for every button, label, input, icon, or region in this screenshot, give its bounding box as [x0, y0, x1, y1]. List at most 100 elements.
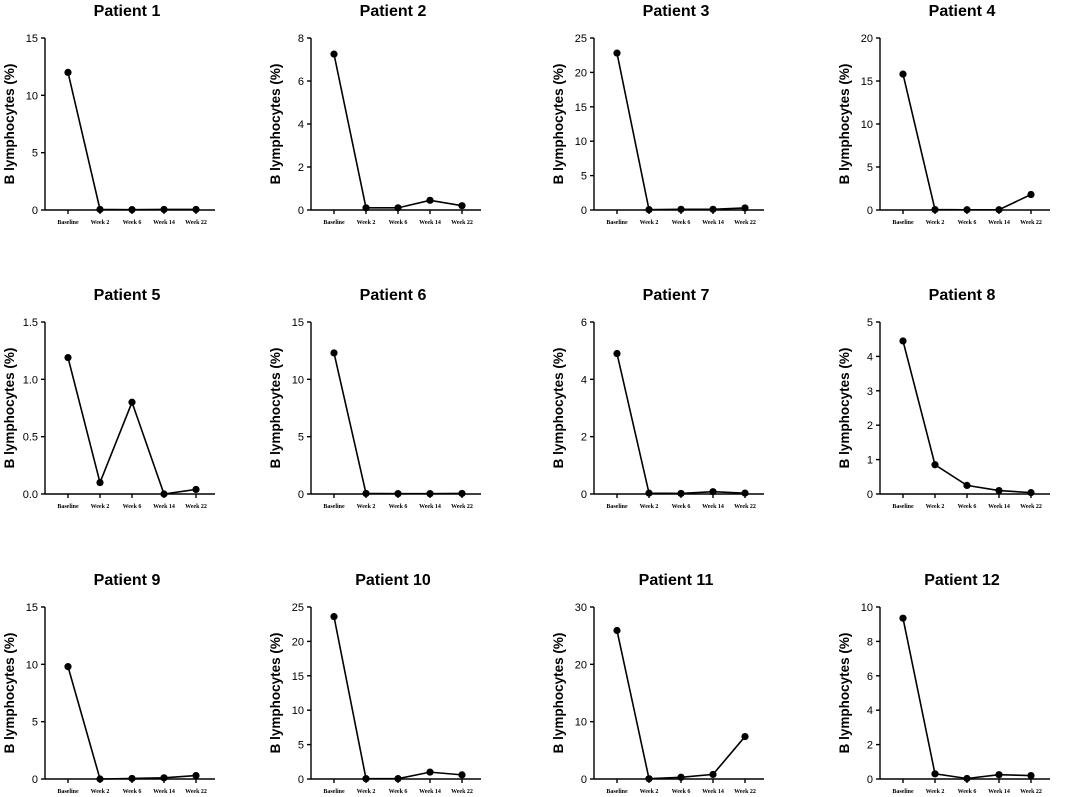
chart-9-series-line [67, 666, 197, 780]
chart-12-data-point [899, 614, 907, 622]
chart-3-y-axis-label: B lymphocytes (%) [551, 64, 566, 185]
chart-3-data-point [677, 205, 685, 213]
chart-3-data-point [613, 49, 621, 57]
chart-6-data-point [426, 490, 434, 498]
chart-11-x-tick-label: Baseline [606, 789, 628, 795]
chart-4-x-tick-label: Baseline [892, 220, 914, 226]
chart-2-data-point [458, 202, 466, 210]
chart-7-x-tick-label: Week 2 [640, 504, 659, 510]
chart-7-data-point [613, 349, 621, 358]
chart-12-panel: Patient 12 B lymphocytes (%) 0 2 4 6 8 10 Baseli… [837, 572, 1050, 795]
chart-1-x-tick-label: Week 22 [185, 220, 207, 226]
chart-3-data-point [709, 205, 717, 213]
chart-1-title: Patient 1 [94, 3, 161, 20]
chart-2-data-point [394, 204, 402, 212]
chart-6-x-tick-label: Week 22 [451, 504, 473, 510]
chart-5-data-point [128, 398, 136, 406]
chart-5-data-point [96, 478, 104, 487]
chart-4-data-point [1027, 190, 1035, 199]
chart-7-y-tick-label: 0 [581, 489, 587, 501]
chart-7-y-axis-label: B lymphocytes (%) [551, 348, 566, 469]
chart-7-y-tick-label: 6 [581, 317, 587, 329]
chart-8-y-tick-label: 2 [867, 420, 873, 432]
chart-2-series-line [333, 53, 463, 209]
chart-7-x-tick-label: Week 14 [702, 504, 724, 510]
chart-6-data-point [362, 489, 370, 498]
chart-2-y-tick-label: 6 [298, 76, 304, 88]
chart-2-x-tick-label: Week 22 [451, 220, 473, 226]
chart-10-y-tick-label: 20 [292, 636, 304, 648]
chart-2-data-point [426, 196, 434, 204]
chart-11-title: Patient 11 [639, 572, 714, 589]
chart-9-y-tick-label: 0 [32, 774, 38, 786]
chart-7-data-point [741, 489, 749, 497]
chart-4-y-axis-label: B lymphocytes (%) [837, 64, 852, 185]
chart-10-y-tick-label: 0 [298, 774, 304, 786]
chart-8-title: Patient 8 [929, 287, 996, 304]
chart-11-y-tick-label: 30 [575, 602, 587, 614]
chart-8-data-point [995, 486, 1003, 495]
chart-6-y-tick-label: 15 [292, 317, 304, 329]
chart-2-x-tick-label: Week 2 [357, 220, 376, 226]
chart-12-data-point [995, 771, 1003, 779]
chart-6-panel: Patient 6 B lymphocytes (%) 0 5 10 15 Baseline… [268, 287, 481, 510]
chart-3-y-tick-label: 15 [575, 102, 587, 114]
chart-8-data-point [899, 337, 907, 345]
chart-4-y-tick-label: 20 [861, 33, 873, 45]
chart-3-series-line [616, 52, 746, 211]
chart-4-title: Patient 4 [929, 3, 996, 20]
chart-12-data-point [1027, 771, 1035, 780]
chart-2-y-tick-label: 4 [298, 119, 304, 131]
chart-12-x-tick-label: Week 2 [926, 789, 945, 795]
chart-10-y-tick-label: 5 [298, 740, 304, 752]
chart-3-y-tick-label: 25 [575, 33, 587, 45]
chart-1-y-tick-label: 15 [26, 33, 38, 45]
chart-3-x-tick-label: Week 6 [672, 220, 691, 226]
chart-7-x-tick-label: Baseline [606, 504, 628, 510]
chart-8-y-tick-label: 5 [867, 317, 873, 329]
chart-10-data-point [458, 771, 466, 779]
chart-4-y-tick-label: 15 [861, 76, 873, 88]
chart-10-data-point [362, 775, 370, 783]
chart-3-data-point [645, 206, 653, 214]
chart-5-title: Patient 5 [94, 287, 161, 304]
chart-3-panel: Patient 3 B lymphocytes (%) 0 5 10 15 20 25 Base… [551, 3, 764, 226]
chart-2-x-tick-label: Baseline [323, 220, 345, 226]
chart-10-series-line [333, 616, 463, 780]
chart-1-data-point [160, 205, 168, 214]
chart-1-data-point [96, 205, 104, 214]
chart-1-x-tick-label: Week 14 [153, 220, 175, 226]
chart-5-x-tick-label: Week 22 [185, 504, 207, 510]
chart-10-panel: Patient 10 B lymphocytes (%) 0 5 10 15 20 25 Bas… [268, 572, 481, 795]
chart-10-y-axis-label: B lymphocytes (%) [268, 633, 283, 754]
chart-12-title: Patient 12 [924, 572, 1000, 589]
chart-8-y-axis-label: B lymphocytes (%) [837, 348, 852, 469]
chart-4-x-tick-label: Week 22 [1020, 220, 1042, 226]
chart-5-x-tick-label: Baseline [57, 504, 79, 510]
chart-6-data-point [394, 490, 402, 498]
chart-11-series-line [616, 630, 746, 780]
chart-12-y-tick-label: 2 [867, 740, 873, 752]
chart-11-y-axis-label: B lymphocytes (%) [551, 633, 566, 754]
chart-11-data-point [741, 732, 749, 741]
chart-6-x-tick-label: Week 2 [357, 504, 376, 510]
chart-10-y-tick-label: 25 [292, 602, 304, 614]
chart-9-x-tick-label: Week 6 [123, 789, 142, 795]
chart-3-x-tick-label: Week 14 [702, 220, 724, 226]
chart-5-y-tick-label: 0.0 [23, 489, 38, 501]
chart-6-y-axis-label: B lymphocytes (%) [268, 348, 283, 469]
chart-5-panel: Patient 5 B lymphocytes (%) 0.0 0.5 1.0 1.5 Ba… [2, 287, 215, 510]
chart-6-series-line [333, 352, 463, 495]
chart-9-title: Patient 9 [94, 572, 161, 589]
chart-7-data-point [677, 489, 685, 498]
chart-8-y-tick-label: 1 [867, 455, 873, 467]
chart-9-panel: Patient 9 B lymphocytes (%) 0 5 10 15 Baseline… [2, 572, 215, 795]
chart-2-y-axis-label: B lymphocytes (%) [268, 64, 283, 185]
chart-2-title: Patient 2 [360, 3, 427, 20]
chart-12-data-point [963, 774, 971, 783]
chart-6-y-tick-label: 0 [298, 489, 304, 501]
chart-9-data-point [96, 775, 104, 783]
chart-8-data-point [963, 481, 971, 489]
chart-8-x-tick-label: Baseline [892, 504, 914, 510]
chart-1-data-point [64, 68, 72, 76]
